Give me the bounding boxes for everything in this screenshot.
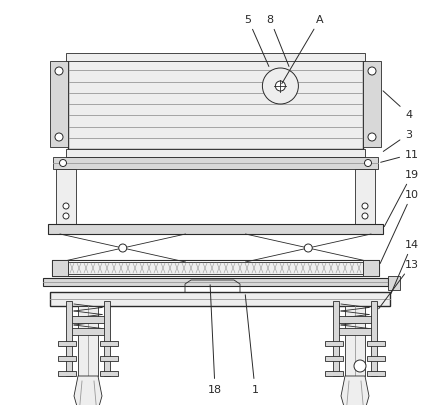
Bar <box>325 371 343 376</box>
Bar <box>363 260 379 276</box>
Bar <box>58 341 76 346</box>
Bar <box>100 356 118 361</box>
Bar <box>68 262 363 274</box>
Circle shape <box>362 203 368 209</box>
Circle shape <box>276 82 285 92</box>
Bar <box>43 278 388 286</box>
Text: 18: 18 <box>208 285 222 394</box>
Bar <box>58 371 76 376</box>
Bar <box>367 371 385 376</box>
Polygon shape <box>74 376 102 405</box>
Circle shape <box>304 244 312 252</box>
Bar <box>56 170 76 224</box>
Circle shape <box>59 160 66 167</box>
Bar <box>66 54 365 62</box>
Text: 10: 10 <box>380 190 419 264</box>
Circle shape <box>63 213 69 220</box>
Circle shape <box>63 203 69 209</box>
Text: 8: 8 <box>266 15 289 67</box>
Text: A: A <box>282 15 324 84</box>
Bar <box>53 158 378 170</box>
Text: 3: 3 <box>383 130 412 152</box>
Bar <box>325 356 343 361</box>
Text: 12: 12 <box>0 404 1 405</box>
Text: 4: 4 <box>383 92 412 120</box>
Text: 14: 14 <box>391 239 419 294</box>
Bar <box>66 149 365 158</box>
Bar <box>104 301 110 376</box>
Text: B: B <box>0 404 1 405</box>
Bar <box>52 260 379 276</box>
Bar <box>100 341 118 346</box>
Text: 1: 1 <box>245 295 259 394</box>
Circle shape <box>262 69 299 105</box>
Bar <box>78 306 98 376</box>
Text: 11: 11 <box>381 149 419 163</box>
Bar <box>363 62 381 148</box>
Bar <box>100 371 118 376</box>
Text: 5: 5 <box>245 15 269 67</box>
Bar <box>337 316 373 323</box>
Bar <box>355 170 375 224</box>
Circle shape <box>365 160 372 167</box>
Bar <box>66 301 72 376</box>
Bar <box>68 60 363 149</box>
Bar <box>325 341 343 346</box>
Bar <box>52 260 68 276</box>
Bar <box>58 356 76 361</box>
Bar <box>337 328 373 335</box>
Circle shape <box>119 244 127 252</box>
Bar <box>367 356 385 361</box>
Circle shape <box>55 68 63 76</box>
Text: 13: 13 <box>379 259 419 309</box>
Bar <box>50 62 68 148</box>
Bar <box>70 316 106 323</box>
Circle shape <box>354 360 366 372</box>
Bar <box>48 224 383 234</box>
Circle shape <box>55 134 63 142</box>
Polygon shape <box>341 376 369 405</box>
Circle shape <box>368 68 376 76</box>
Circle shape <box>362 213 368 220</box>
Text: 19: 19 <box>384 170 419 227</box>
Bar <box>345 306 365 376</box>
Text: 2: 2 <box>0 404 1 405</box>
Bar <box>50 292 390 306</box>
Bar <box>333 301 339 376</box>
Bar <box>371 301 377 376</box>
Bar <box>388 276 400 290</box>
Bar <box>70 328 106 335</box>
Bar <box>367 341 385 346</box>
Circle shape <box>368 134 376 142</box>
